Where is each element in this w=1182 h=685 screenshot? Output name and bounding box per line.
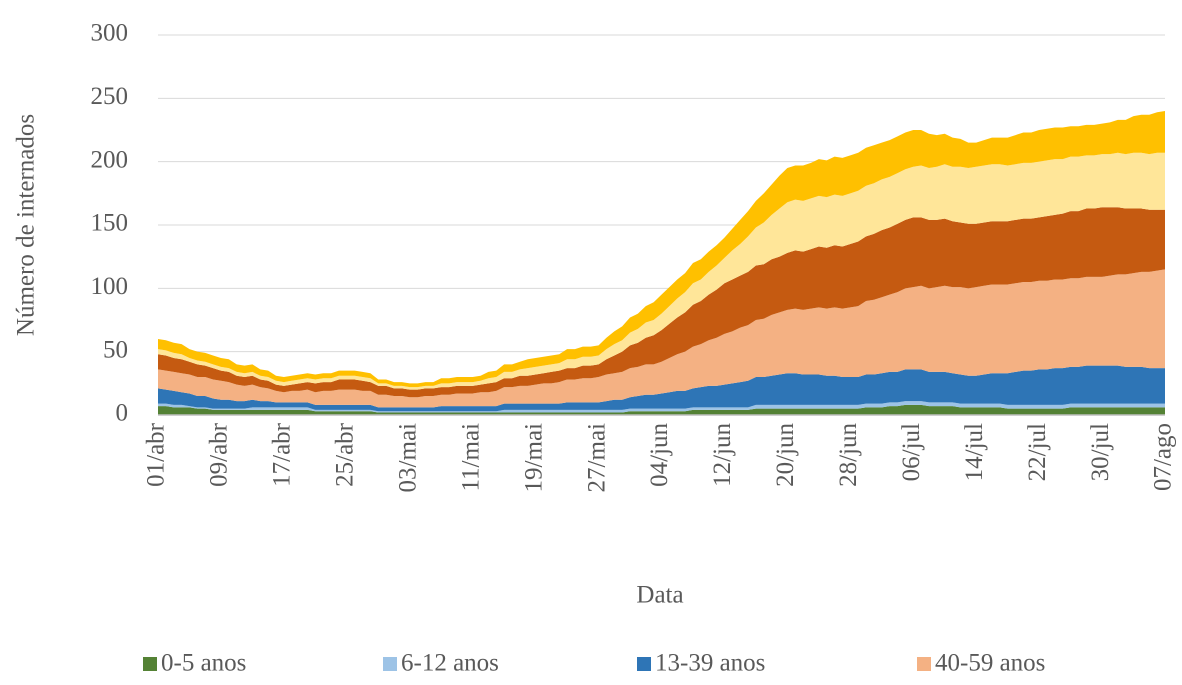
x-tick-label: 04/jun: [646, 423, 673, 487]
legend-label: 13-39 anos: [655, 650, 765, 677]
x-tick-label: 20/jun: [772, 423, 799, 487]
x-tick-label: 28/jun: [835, 423, 862, 487]
x-tick-label: 01/abr: [143, 422, 170, 487]
y-tick-label: 100: [91, 273, 129, 300]
legend-label: 0-5 anos: [161, 650, 246, 677]
area: [158, 365, 1165, 412]
area: [158, 207, 1165, 398]
area: [158, 401, 1165, 413]
x-axis-label: Data: [636, 582, 683, 609]
area: [158, 111, 1165, 388]
y-tick-label: 300: [91, 20, 129, 47]
x-tick-label: 22/jul: [1024, 423, 1051, 481]
legend-swatch: [917, 657, 931, 671]
legend-label: 6-12 anos: [401, 650, 499, 677]
x-tick-label: 12/jun: [709, 423, 736, 487]
x-tick-label: 06/jul: [898, 423, 925, 481]
area: [158, 269, 1165, 408]
x-tick-label: 17/abr: [269, 422, 296, 487]
x-tick-label: 27/mai: [583, 423, 610, 492]
y-axis-label: Número de internados: [13, 114, 40, 336]
x-tick-label: 07/ago: [1150, 423, 1177, 491]
legend-label: 40-59 anos: [935, 650, 1045, 677]
x-tick-label: 11/mai: [457, 423, 484, 492]
y-tick-label: 250: [91, 83, 129, 110]
legend-swatch: [637, 657, 651, 671]
x-tick-label: 30/jul: [1087, 423, 1114, 481]
y-tick-label: 150: [91, 210, 129, 237]
x-tick-label: 25/abr: [332, 422, 359, 487]
y-tick-label: 0: [116, 400, 129, 427]
legend-swatch: [143, 657, 157, 671]
x-tick-label: 14/jul: [961, 423, 988, 481]
x-tick-label: 03/mai: [394, 423, 421, 492]
x-tick-label: 09/abr: [206, 422, 233, 487]
area: [158, 152, 1165, 390]
y-tick-label: 50: [103, 336, 128, 363]
legend-swatch: [383, 657, 397, 671]
y-tick-label: 200: [91, 146, 129, 173]
x-tick-label: 19/mai: [520, 423, 547, 492]
